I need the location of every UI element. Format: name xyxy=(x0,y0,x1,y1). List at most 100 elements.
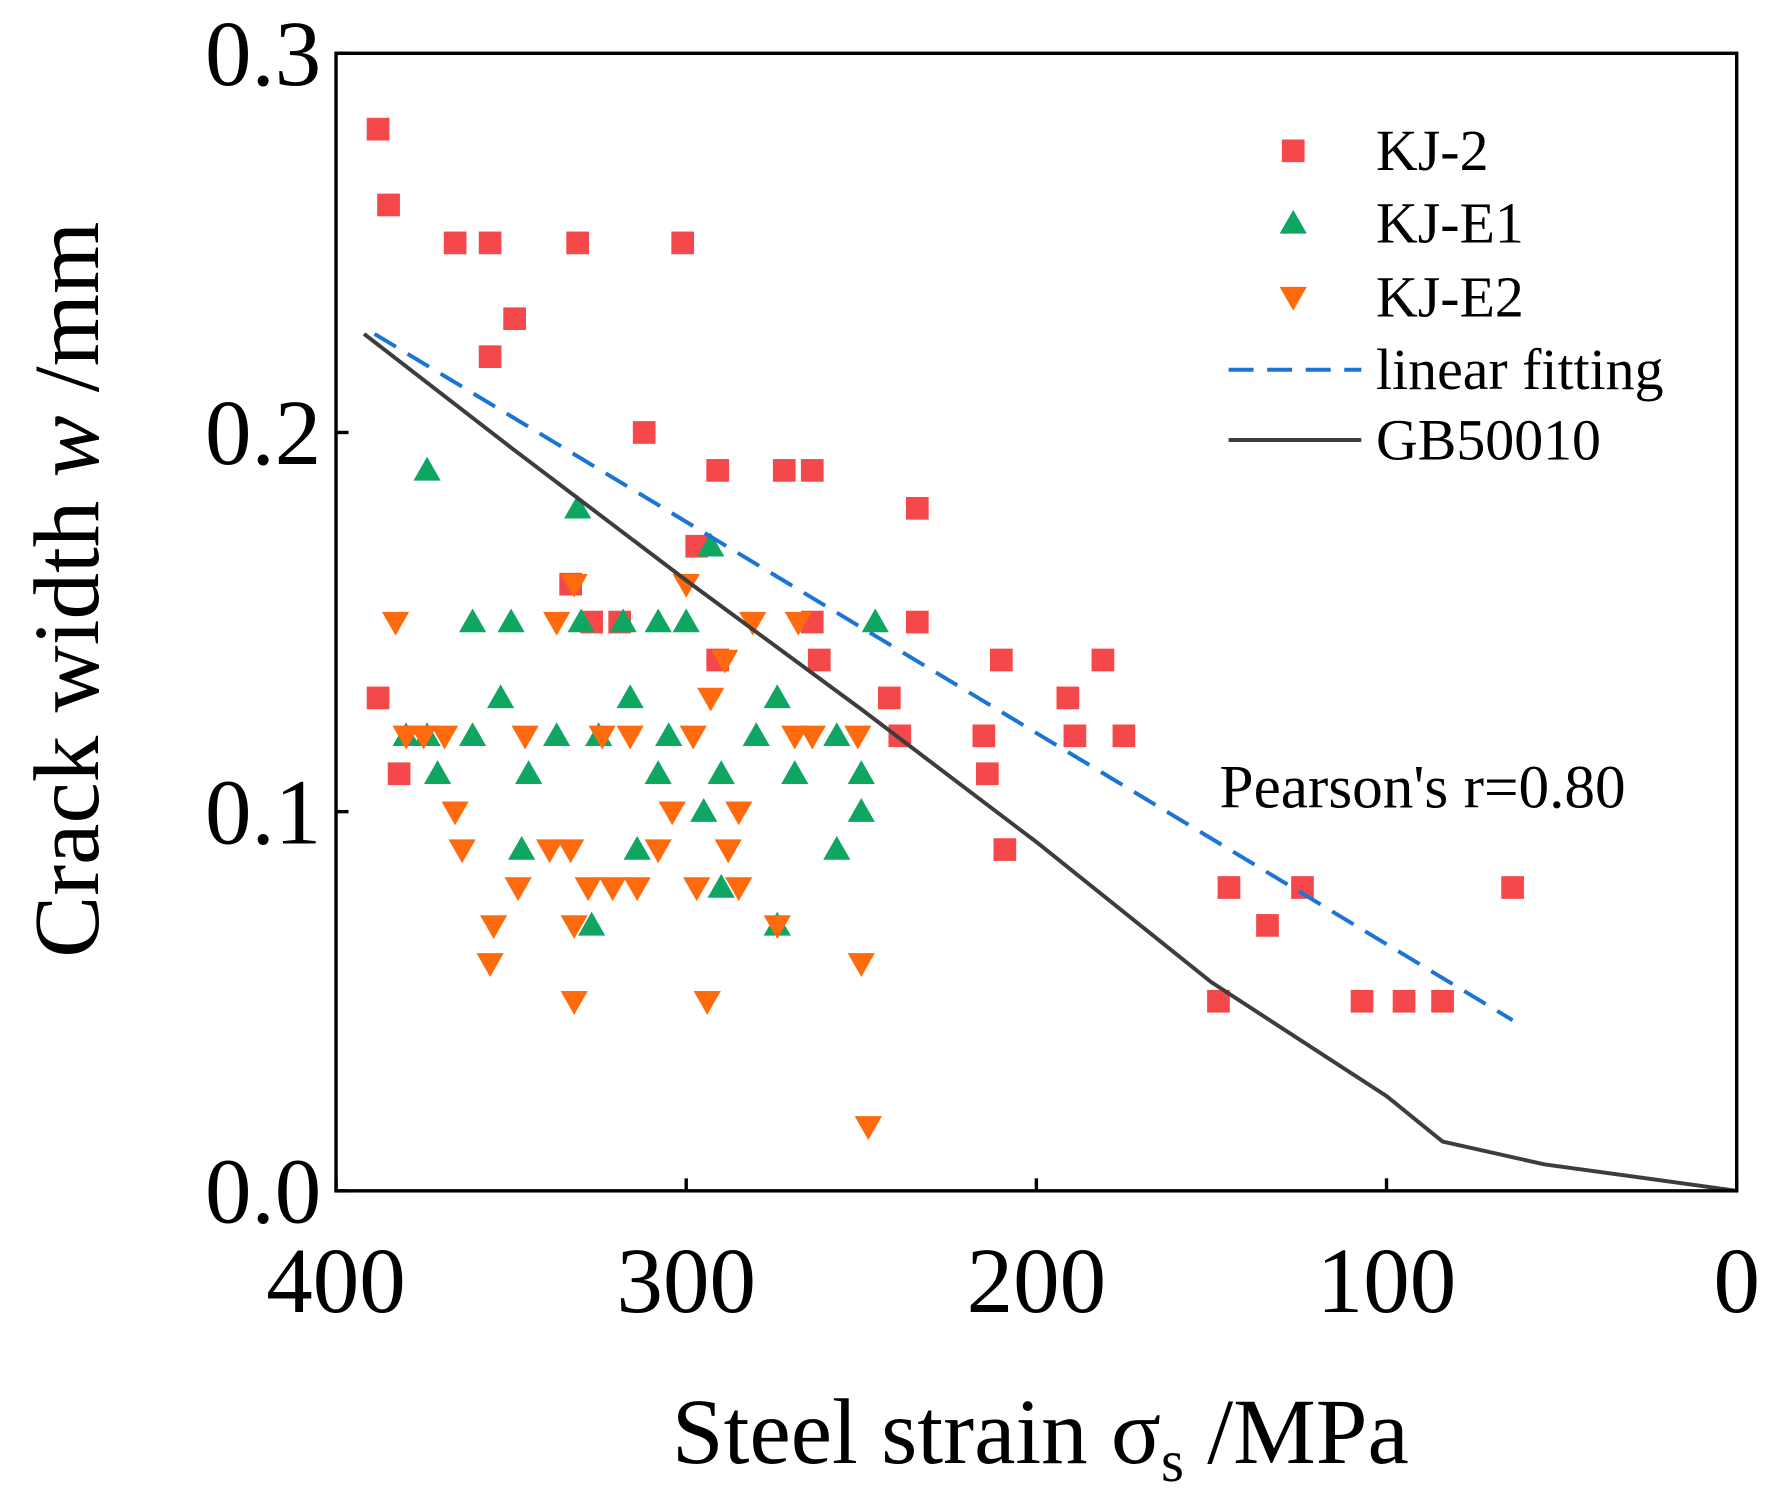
kj-e2-point xyxy=(679,725,707,750)
kj-e2-point xyxy=(739,611,767,636)
kj-e2-point xyxy=(557,839,585,864)
kj-e1-point xyxy=(458,608,487,633)
legend-marker-kj-e1 xyxy=(1279,209,1307,234)
kj-2-point xyxy=(972,724,996,748)
kj-e1-point xyxy=(515,760,543,784)
kj-e2-point xyxy=(588,725,616,750)
x-tick-label: 400 xyxy=(266,1230,405,1333)
kj-e2-point xyxy=(560,915,588,940)
kj-e1-point xyxy=(847,760,875,784)
kj-e2-point xyxy=(409,725,438,750)
y-axis-label-variable: w xyxy=(16,415,119,477)
kj-e2-point xyxy=(683,877,711,902)
kj-2-point xyxy=(800,459,824,482)
legend-marker-kj-2 xyxy=(1281,139,1305,163)
kj-e2-point xyxy=(392,725,420,750)
kj-e2-point xyxy=(623,877,651,902)
kj-e1-point xyxy=(616,684,644,709)
kj-2-point xyxy=(1056,686,1080,710)
kj-e2-point xyxy=(599,877,627,902)
kj-2-point xyxy=(478,231,502,255)
kj-2-point xyxy=(772,459,796,482)
kj-e2-point xyxy=(644,839,672,864)
kj-2-point xyxy=(877,686,901,710)
kj-e1-point xyxy=(458,722,487,747)
kj-e2-point xyxy=(476,953,504,977)
kj-e2-point xyxy=(763,915,791,940)
kj-2-point xyxy=(1501,876,1524,899)
x-tick-label: 300 xyxy=(616,1230,755,1333)
kj-2-point xyxy=(671,231,695,255)
kj-e1-point xyxy=(707,760,735,784)
kj-e1-point xyxy=(567,608,595,633)
kj-e2-point xyxy=(784,611,812,636)
kj-e2-point xyxy=(854,1116,882,1140)
axis-tick-labels: 400 300 200 100 0 0.0 0.1 0.2 0.3 xyxy=(205,3,1760,1333)
y-axis-label: Crack width w /mm xyxy=(16,222,119,958)
y-tick-label: 0.0 xyxy=(205,1141,321,1244)
kj-e1-point xyxy=(543,722,571,747)
kj-e1-point xyxy=(644,760,672,784)
kj-e2-point xyxy=(658,801,686,826)
kj-2-point xyxy=(1291,876,1314,899)
kj-2-point xyxy=(366,686,390,710)
kj-2-point xyxy=(566,231,589,255)
kj-e2-point xyxy=(847,953,875,977)
kj-2-point xyxy=(993,838,1017,861)
kj-2-point xyxy=(377,193,400,217)
kj-2-point xyxy=(387,762,411,786)
kj-e2-point xyxy=(448,839,476,864)
kj-2-point xyxy=(807,648,831,672)
kj-e2-point xyxy=(560,573,588,598)
x-axis-label: Steel strain σs /MPa xyxy=(672,1381,1409,1494)
legend-label-kj-e1: KJ-E1 xyxy=(1376,191,1524,256)
kj-2-point xyxy=(1207,989,1230,1013)
kj-2-point xyxy=(1112,724,1136,748)
y-axis-label-main: Crack width xyxy=(16,477,119,957)
x-tick-label: 0 xyxy=(1713,1230,1760,1333)
kj-e1-point xyxy=(763,684,791,709)
kj-2-point xyxy=(1392,989,1416,1013)
kj-2-point xyxy=(976,762,999,786)
kj-e1-point xyxy=(623,835,651,860)
kj-e1-point xyxy=(578,911,606,936)
kj-e2-point xyxy=(480,915,508,940)
x-axis-label-subscript: s xyxy=(1161,1428,1184,1494)
kj-e1-point xyxy=(742,722,770,747)
kj-2-point xyxy=(632,421,656,444)
legend-label-kj-2: KJ-2 xyxy=(1376,118,1488,183)
kj-e2-point xyxy=(441,801,469,826)
legend-label-kj-e2: KJ-E2 xyxy=(1376,264,1524,329)
gb50010-line xyxy=(362,332,1737,1193)
x-axis-label-unit: /MPa xyxy=(1184,1381,1409,1484)
kj-2-point xyxy=(1063,724,1087,748)
kj-e2-point xyxy=(672,573,700,598)
kj-e1-point xyxy=(823,722,851,747)
kj-2-point xyxy=(1217,876,1241,899)
kj-e1-point xyxy=(823,835,851,860)
kj-e2-point xyxy=(381,611,410,636)
kj-e2-point xyxy=(798,725,826,750)
trend-lines xyxy=(362,332,1737,1193)
kj-2-point xyxy=(905,610,929,634)
linear-fitting-line xyxy=(373,332,1514,1022)
kj-e1-point xyxy=(697,532,725,557)
x-axis-label-main: Steel strain σ xyxy=(672,1381,1161,1484)
kj-2-point xyxy=(503,307,526,331)
legend: KJ-2 KJ-E1 KJ-E2 linear fitting GB50010 xyxy=(1228,118,1663,472)
kj-e1-point xyxy=(861,608,889,633)
x-tick-label: 200 xyxy=(967,1230,1106,1333)
kj-e1-point xyxy=(497,608,525,633)
kj-e2-point xyxy=(616,725,644,750)
kj-2-point xyxy=(706,459,730,482)
kj-e1-point xyxy=(413,456,441,481)
kj-e2-point xyxy=(430,725,459,750)
kj-e2-point xyxy=(504,877,532,902)
kj-2-point xyxy=(1350,989,1374,1013)
kj-2-point xyxy=(478,345,502,368)
legend-label-gb50010: GB50010 xyxy=(1376,407,1601,472)
kj-e2-point xyxy=(536,839,564,864)
kj-2-point xyxy=(1091,648,1115,672)
kj-e2-point xyxy=(511,725,539,750)
